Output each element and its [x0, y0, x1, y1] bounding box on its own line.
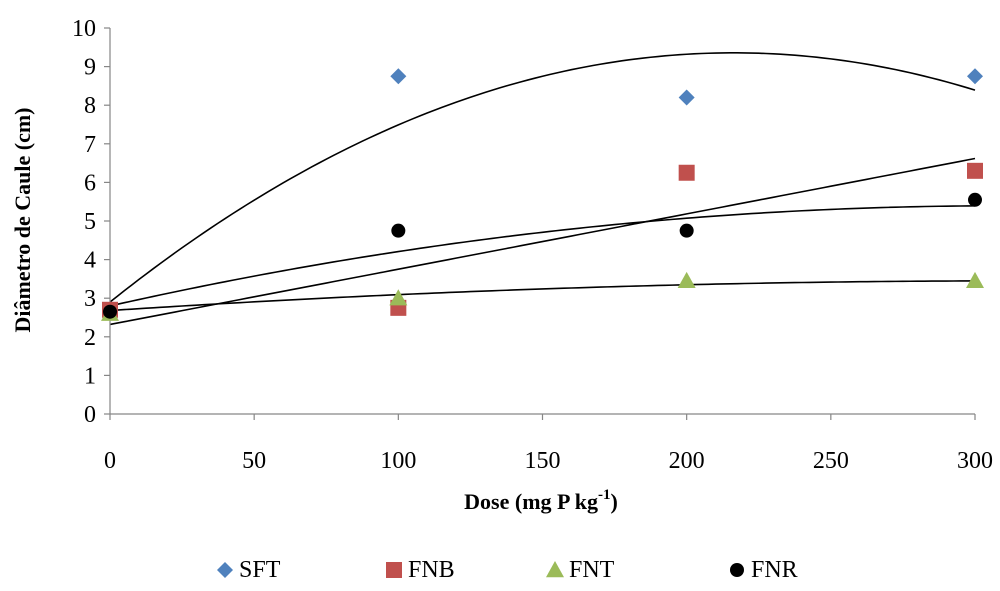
y-tick-label: 4 [84, 248, 96, 274]
trendline-fnr [109, 205, 976, 307]
fnb-point [967, 162, 983, 179]
y-tick-label: 9 [84, 55, 96, 81]
x-tick-label: 300 [957, 448, 993, 474]
sft-point [390, 68, 407, 85]
legend-item-sft: SFT [217, 557, 281, 583]
legend-label-fnb: FNB [408, 557, 455, 583]
fnr-point [679, 223, 694, 238]
trendline-sft [109, 52, 976, 303]
fnr-point [968, 192, 982, 207]
y-tick-label: 5 [84, 209, 96, 235]
y-tick-label: 8 [84, 93, 96, 119]
data-points [101, 68, 984, 321]
legend-item-fnr: FNR [730, 557, 798, 583]
legend-item-fnb: FNB [386, 557, 455, 583]
y-tick-label: 10 [72, 16, 96, 42]
legend-label-fnt: FNT [569, 557, 615, 583]
x-axis-title-end: ) [611, 489, 618, 514]
fnr-point [103, 304, 117, 319]
legend-item-fnt: FNT [546, 557, 615, 583]
sft-point [967, 68, 983, 85]
x-tick-label: 0 [104, 448, 116, 474]
legend-marker-fnr [730, 563, 744, 577]
x-tick-label: 250 [813, 448, 849, 474]
trendlines [109, 52, 976, 326]
y-tick-label: 7 [84, 132, 96, 158]
x-tick-label: 200 [669, 448, 705, 474]
trendline-fnt [109, 280, 976, 312]
fnt-point [677, 271, 696, 289]
axes [109, 28, 975, 415]
x-tick-label: 150 [525, 448, 561, 474]
fnt-point [389, 289, 408, 306]
legend-marker-fnb [386, 562, 402, 578]
legend-label-fnr: FNR [751, 557, 798, 583]
x-tick-label: 100 [380, 448, 416, 474]
y-tick-label: 2 [84, 325, 96, 351]
x-axis-title-superscript: -1 [598, 487, 611, 503]
sft-point [678, 89, 695, 106]
fnt-point [966, 271, 984, 289]
legend-label-sft: SFT [239, 557, 281, 583]
y-tick-label: 3 [84, 286, 96, 312]
x-axis-title-main: Dose (mg P kg [464, 489, 598, 514]
x-tick-label: 50 [242, 448, 266, 474]
x-axis-title: Dose (mg P kg-1) [464, 487, 618, 514]
legend-marker-sft [217, 562, 233, 578]
legend-marker-fnt [546, 561, 564, 578]
trendline-fnb [109, 157, 976, 326]
y-axis-title: Diâmetro de Caule (cm) [10, 107, 35, 332]
legend: SFT FNB FNT FNR [217, 557, 798, 583]
y-tick-label: 6 [84, 170, 96, 196]
fnr-point [391, 223, 406, 238]
y-tick-label: 0 [84, 402, 96, 428]
y-tick-label: 1 [84, 363, 96, 389]
fnb-point [678, 164, 695, 181]
